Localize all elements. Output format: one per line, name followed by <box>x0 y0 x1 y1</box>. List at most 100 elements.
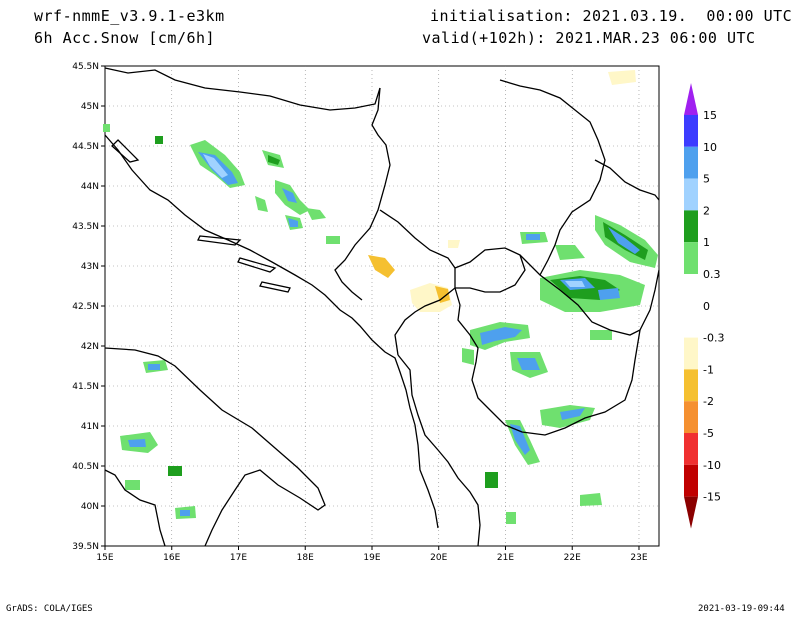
colorbar-label: -15 <box>703 491 721 504</box>
colorbar-label: 0 <box>703 300 710 313</box>
field-name: 6h Acc.Snow [cm/6h] <box>34 29 216 47</box>
lat-label: 45N <box>81 102 99 112</box>
colorbar-label: 2 <box>703 204 710 217</box>
lon-label: 23E <box>630 553 647 563</box>
negative-area <box>368 255 395 278</box>
snow-area <box>608 227 640 254</box>
colorbar-cap-top <box>684 83 698 115</box>
island <box>197 235 242 246</box>
snow-area <box>565 281 585 287</box>
model-name: wrf-nmmE_v3.9.1-e3km <box>34 7 225 25</box>
lon-label: 19E <box>363 553 380 563</box>
island <box>237 257 277 273</box>
snow-area <box>485 472 498 488</box>
lon-label: 21E <box>497 553 514 563</box>
snow-area <box>255 196 268 212</box>
negative-area <box>608 70 636 85</box>
snow-area <box>555 245 585 260</box>
snow-area <box>180 510 190 516</box>
snow-area <box>506 512 516 524</box>
lon-label: 16E <box>163 553 180 563</box>
colorbar-segment <box>684 274 698 306</box>
colorbar-segment <box>684 433 698 465</box>
border <box>454 247 526 293</box>
colorbar-segment <box>684 369 698 402</box>
island <box>259 281 291 293</box>
colorbar-segment <box>684 178 698 211</box>
snow-area <box>282 188 297 203</box>
coastline <box>104 469 166 547</box>
lat-label: 39.5N <box>72 542 99 552</box>
snow-area <box>288 218 298 227</box>
colorbar-cap-bottom <box>684 496 698 529</box>
snow-area <box>148 364 160 370</box>
colorbar-label: -5 <box>703 427 714 440</box>
lat-label: 40N <box>81 502 99 512</box>
footer-left: GrADS: COLA/IGES <box>6 604 93 614</box>
border <box>454 287 641 436</box>
lon-label: 22E <box>564 553 581 563</box>
lon-label: 18E <box>297 553 314 563</box>
colorbar-label: 0.3 <box>703 268 721 281</box>
border <box>519 254 660 336</box>
colorbar-segment <box>684 464 698 497</box>
border <box>594 159 660 201</box>
negative-area <box>435 286 450 303</box>
lat-label: 41.5N <box>72 382 99 392</box>
lat-label: 44.5N <box>72 142 99 152</box>
lat-label: 45.5N <box>72 62 99 72</box>
snow-area <box>103 124 110 132</box>
colorbar-label: -2 <box>703 395 714 408</box>
lon-labels: 15E 16E 17E 18E 19E 20E 21E 22E 23E <box>96 546 648 563</box>
boundaries <box>104 67 660 547</box>
snow-area <box>517 358 540 370</box>
lat-labels: 45.5N 45N 44.5N 44N 43.5N 43N 42.5N 42N 41.5N 41N… <box>72 62 105 552</box>
border <box>397 354 481 547</box>
colorbar-label: -10 <box>703 459 721 472</box>
snow-area <box>480 327 522 345</box>
border <box>334 87 391 301</box>
lon-label: 17E <box>230 553 247 563</box>
colorbar-label: 1 <box>703 236 710 249</box>
snow-area <box>155 136 163 144</box>
footer-right: 2021-03-19-09:44 <box>698 604 785 614</box>
colorbar-label: -1 <box>703 363 714 376</box>
snow-area <box>128 439 146 447</box>
colorbar-segment <box>684 210 698 243</box>
snow-area <box>268 155 280 165</box>
border <box>104 67 381 111</box>
snow-area <box>306 208 326 220</box>
lat-label: 42.5N <box>72 302 99 312</box>
snow-area <box>125 480 140 490</box>
colorbar-label: 5 <box>703 173 710 186</box>
lon-label: 20E <box>430 553 447 563</box>
valid-time: valid(+102h): 2021.MAR.23 06:00 UTC <box>422 29 756 47</box>
colorbar-labels: 15 10 5 2 1 0.3 0 -0.3 -1 -2 -5 -10 -15 <box>703 109 724 504</box>
snow-area <box>590 330 612 340</box>
snow-area <box>203 154 228 178</box>
lat-label: 43N <box>81 262 99 272</box>
border <box>379 209 456 356</box>
border <box>499 79 606 276</box>
colorbar <box>684 83 698 529</box>
snow-area <box>580 493 602 506</box>
negative-area <box>448 240 460 248</box>
snow-area <box>168 466 182 476</box>
coastline <box>104 347 326 547</box>
coastline <box>104 134 439 529</box>
snow-area <box>560 408 585 420</box>
lat-label: 43.5N <box>72 222 99 232</box>
snow-area <box>326 236 340 244</box>
snow-area <box>598 288 620 300</box>
snow-area <box>526 234 540 240</box>
colorbar-segment <box>684 146 698 179</box>
colorbar-segment <box>684 115 698 147</box>
lon-label: 15E <box>96 553 113 563</box>
snow-area <box>462 348 474 365</box>
colorbar-label: -0.3 <box>703 332 724 345</box>
colorbar-label: 15 <box>703 109 717 122</box>
snow-area <box>510 424 530 455</box>
colorbar-label: 10 <box>703 141 717 154</box>
colorbar-segment <box>684 337 698 370</box>
